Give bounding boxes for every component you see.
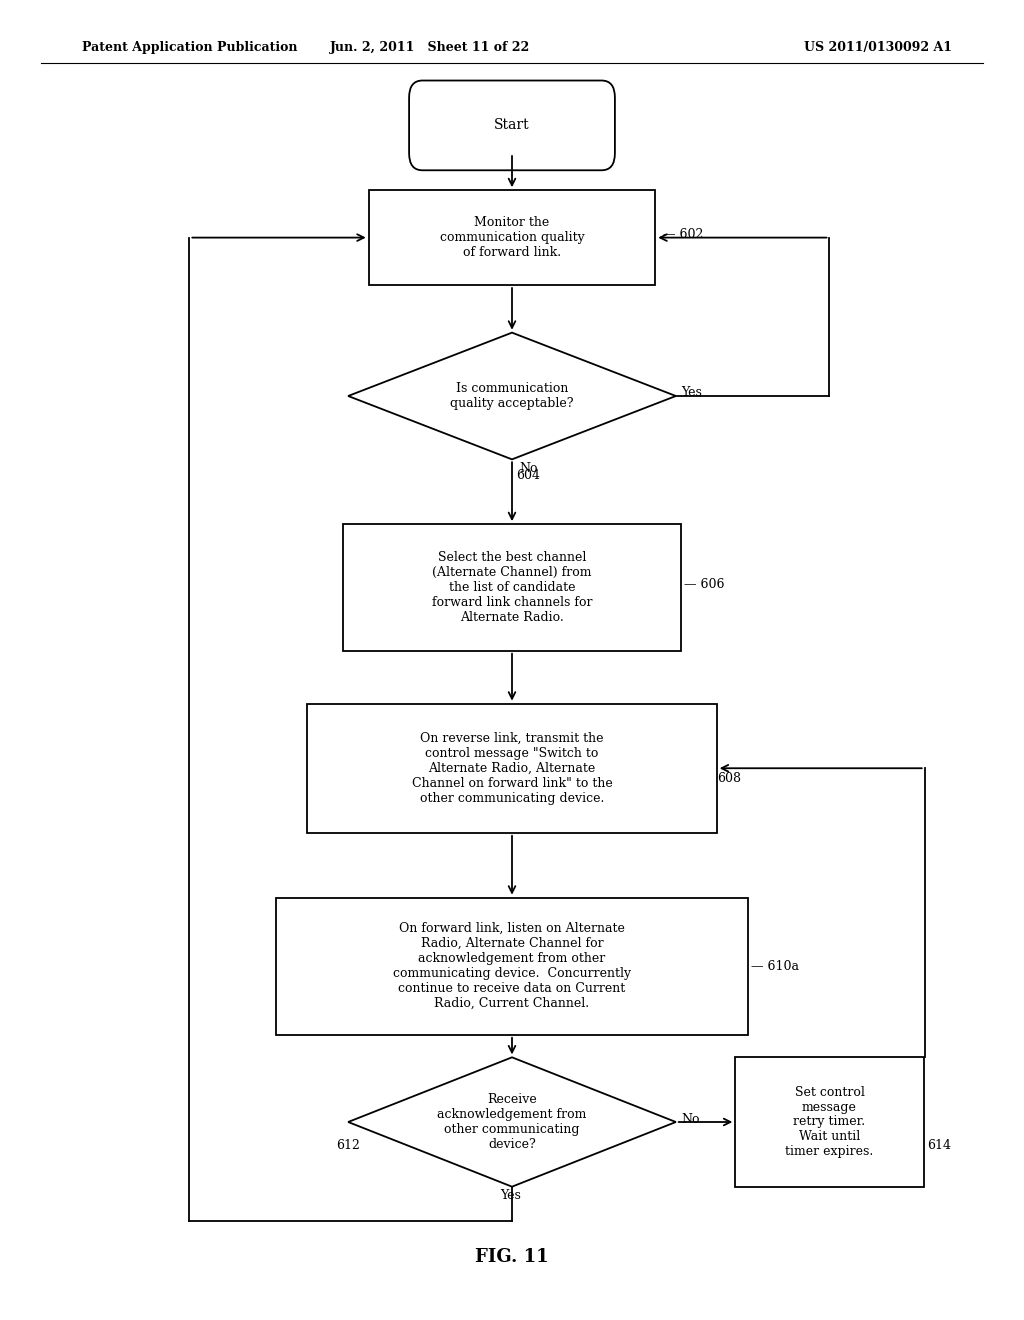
Text: No: No — [519, 462, 538, 475]
Text: Yes: Yes — [500, 1189, 520, 1203]
Text: On reverse link, transmit the
control message "Switch to
Alternate Radio, Altern: On reverse link, transmit the control me… — [412, 731, 612, 805]
FancyBboxPatch shape — [409, 81, 614, 170]
Bar — [276, 898, 748, 1035]
Text: 612: 612 — [336, 1139, 359, 1152]
Text: — 610a: — 610a — [751, 960, 799, 973]
Bar — [343, 524, 681, 651]
Bar — [735, 1057, 925, 1187]
Text: 608: 608 — [717, 772, 740, 785]
Polygon shape — [348, 1057, 676, 1187]
Text: US 2011/0130092 A1: US 2011/0130092 A1 — [804, 41, 952, 54]
Text: Patent Application Publication: Patent Application Publication — [82, 41, 297, 54]
Text: 604: 604 — [516, 469, 540, 482]
Text: — 602: — 602 — [663, 228, 702, 242]
Text: Receive
acknowledgement from
other communicating
device?: Receive acknowledgement from other commu… — [437, 1093, 587, 1151]
Text: On forward link, listen on Alternate
Radio, Alternate Channel for
acknowledgemen: On forward link, listen on Alternate Rad… — [393, 923, 631, 1010]
Text: Set control
message
retry timer.
Wait until
timer expires.: Set control message retry timer. Wait un… — [785, 1085, 873, 1159]
Text: FIG. 11: FIG. 11 — [475, 1247, 549, 1266]
Text: Start: Start — [495, 119, 529, 132]
Text: 614: 614 — [927, 1139, 950, 1152]
Text: — 606: — 606 — [684, 578, 725, 591]
Text: Monitor the
communication quality
of forward link.: Monitor the communication quality of for… — [439, 216, 585, 259]
Text: Select the best channel
(Alternate Channel) from
the list of candidate
forward l: Select the best channel (Alternate Chann… — [432, 550, 592, 624]
Text: Yes: Yes — [681, 385, 701, 399]
Text: Is communication
quality acceptable?: Is communication quality acceptable? — [451, 381, 573, 411]
Bar — [307, 704, 717, 833]
Text: Jun. 2, 2011   Sheet 11 of 22: Jun. 2, 2011 Sheet 11 of 22 — [330, 41, 530, 54]
Polygon shape — [348, 333, 676, 459]
Text: No: No — [681, 1113, 699, 1126]
Bar — [369, 190, 655, 285]
